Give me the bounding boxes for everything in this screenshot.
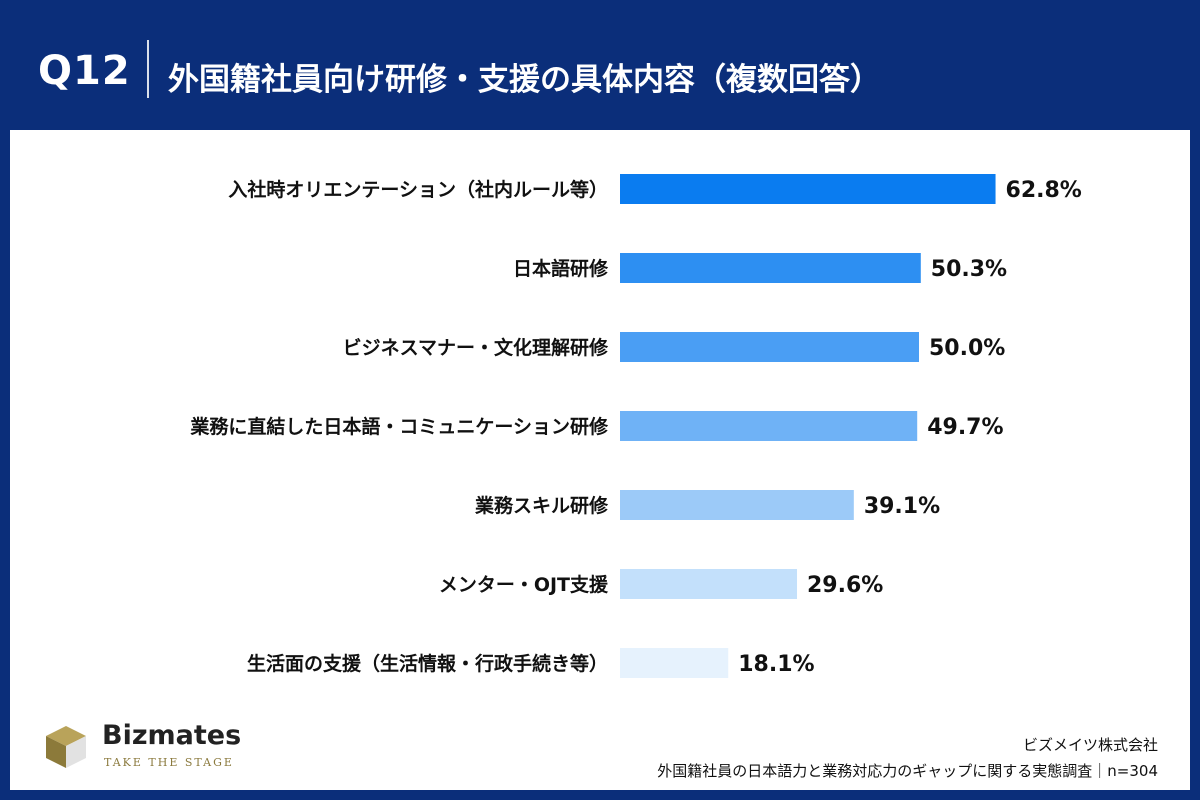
value-label: 39.1% [864, 494, 940, 519]
category-label: 生活面の支援（生活情報・行政手続き等） [247, 652, 608, 675]
chart-panel: 入社時オリエンテーション（社内ルール等） 62.8% 日本語研修 50.3% ビジネスマ… [10, 130, 1190, 790]
bar [620, 648, 729, 678]
header: Q12 外国籍社員向け研修・支援の具体内容（複数回答） [0, 0, 1200, 130]
value-label: 50.3% [931, 257, 1007, 282]
category-label: 入社時オリエンテーション（社内ルール等） [228, 178, 608, 201]
bar [620, 569, 798, 599]
bar [620, 332, 919, 362]
category-label: メンター・OJT支援 [439, 573, 609, 596]
header-divider [147, 40, 149, 98]
value-label: 62.8% [1006, 178, 1082, 203]
bar [620, 174, 996, 204]
category-label: 業務スキル研修 [474, 494, 609, 517]
logo-name: Bizmates [102, 720, 242, 751]
category-label: 日本語研修 [513, 257, 609, 280]
bar [620, 490, 854, 520]
bar-chart: 入社時オリエンテーション（社内ルール等） 62.8% 日本語研修 50.3% ビジネスマ… [189, 174, 1082, 678]
bizmates-logo: Bizmates TAKE THE STAGE [40, 720, 260, 780]
question-number: Q12 [38, 48, 131, 94]
logo-tagline: TAKE THE STAGE [104, 756, 234, 769]
value-label: 29.6% [807, 573, 883, 598]
bizmates-cube-icon [46, 726, 86, 768]
bar [620, 253, 921, 283]
category-label: ビジネスマナー・文化理解研修 [343, 336, 609, 359]
value-label: 18.1% [738, 652, 814, 677]
bar [620, 411, 918, 441]
page-title: 外国籍社員向け研修・支援の具体内容（複数回答） [168, 62, 881, 98]
category-label: 業務に直結した日本語・コミュニケーション研修 [189, 415, 609, 438]
value-label: 50.0% [929, 336, 1005, 361]
footer-company: ビズメイツ株式会社 [1022, 736, 1158, 754]
value-label: 49.7% [927, 415, 1003, 440]
footer-survey: 外国籍社員の日本語力と業務対応力のギャップに関する実態調査｜n=304 [657, 762, 1158, 780]
